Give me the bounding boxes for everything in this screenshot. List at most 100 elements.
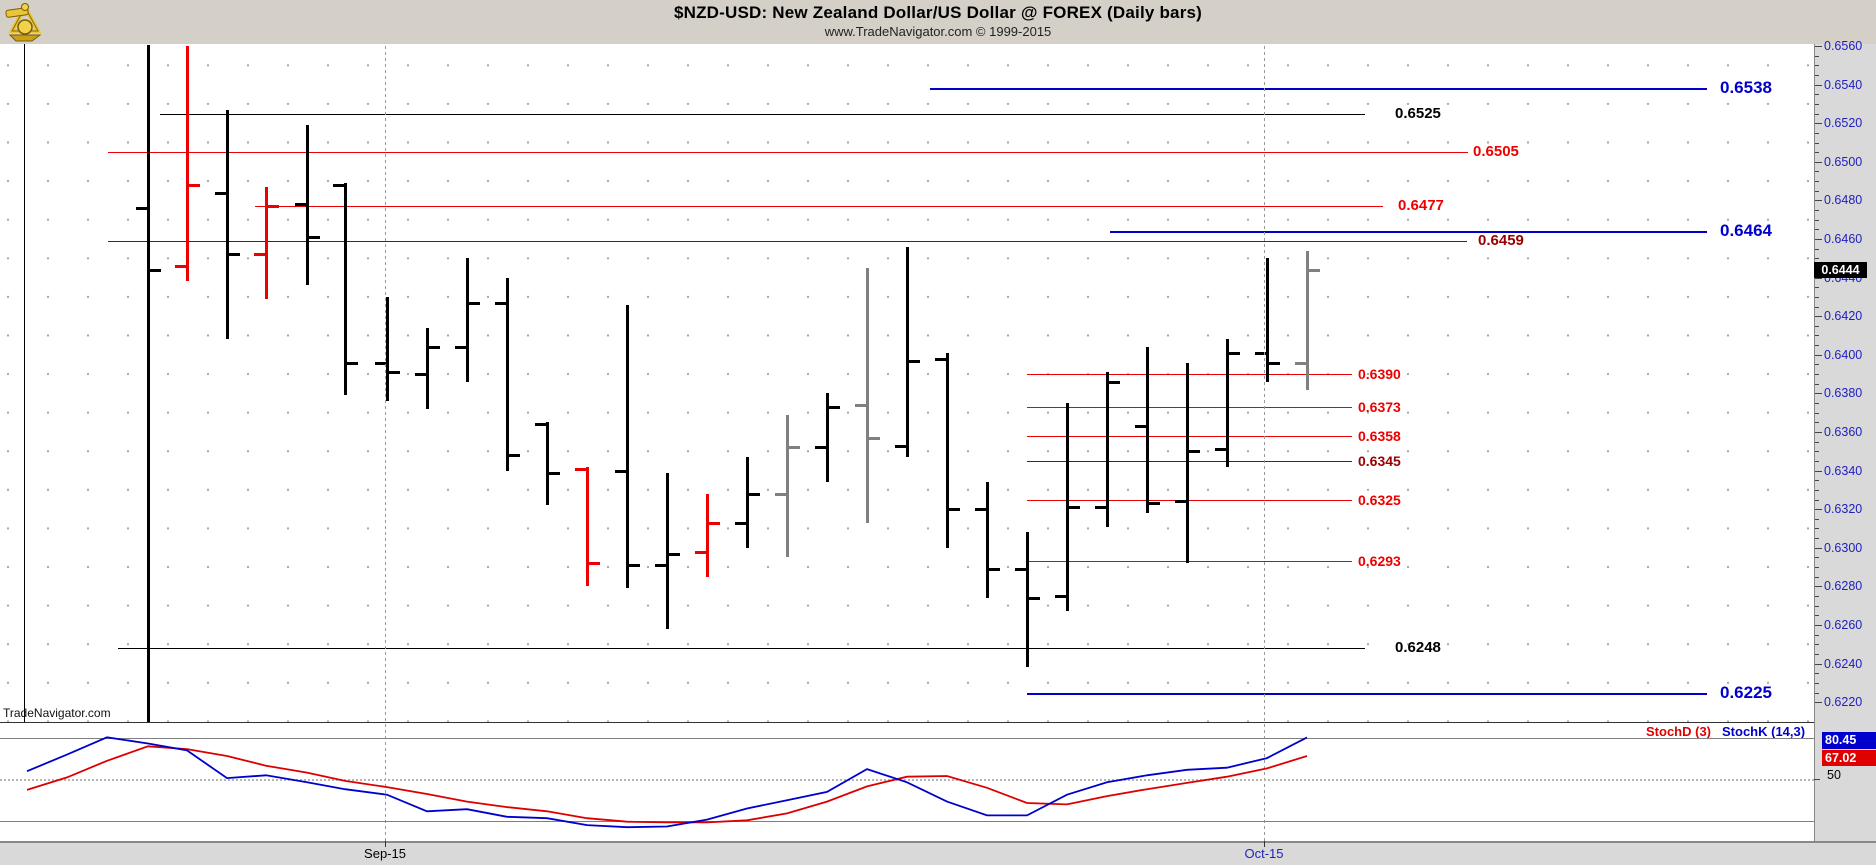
price-axis-minor-tick	[1815, 56, 1819, 57]
price-axis-minor-tick	[1815, 297, 1819, 298]
stochd-value-box: 67.02	[1822, 750, 1876, 766]
ohlc-bar	[906, 247, 909, 457]
ohlc-open-tick	[375, 362, 387, 365]
ohlc-close-tick	[948, 508, 960, 511]
price-axis-minor-tick	[1815, 171, 1819, 172]
date-label: Sep-15	[364, 846, 406, 861]
price-axis-minor-tick	[1815, 480, 1819, 481]
price-axis-minor-tick	[1815, 258, 1819, 259]
ohlc-open-tick	[775, 493, 787, 496]
ohlc-close-tick	[708, 522, 720, 525]
price-axis-minor-tick	[1815, 114, 1819, 115]
stoch-level-20	[0, 821, 1814, 822]
level-label: 0.6293	[1358, 553, 1401, 569]
chart-header: $NZD-USD: New Zealand Dollar/US Dollar @…	[0, 0, 1876, 44]
price-axis-minor-tick	[1815, 374, 1819, 375]
ohlc-close-tick	[628, 564, 640, 567]
ohlc-close-tick	[188, 184, 200, 187]
price-axis-minor-tick	[1815, 442, 1819, 443]
ohlc-bar	[946, 353, 949, 548]
level-line-0.6505	[108, 152, 1468, 153]
level-line-0.6464	[1110, 231, 1707, 233]
date-axis[interactable]	[0, 841, 1876, 865]
price-axis-tick	[1815, 702, 1822, 703]
price-axis-minor-tick	[1815, 143, 1819, 144]
ohlc-bar	[1066, 403, 1069, 611]
price-axis-minor-tick	[1815, 519, 1819, 520]
ohlc-close-tick	[508, 454, 520, 457]
price-axis-label: 0.6360	[1824, 425, 1863, 439]
ohlc-open-tick	[1135, 425, 1147, 428]
last-price-box: 0.6444	[1814, 262, 1867, 278]
ohlc-close-tick	[388, 371, 400, 374]
ohlc-close-tick	[828, 406, 840, 409]
price-axis-minor-tick	[1815, 461, 1819, 462]
ohlc-open-tick	[175, 265, 187, 268]
price-axis-minor-tick	[1815, 316, 1819, 317]
ohlc-bar	[265, 187, 268, 299]
level-label: 0.6505	[1473, 143, 1519, 160]
ohlc-open-tick	[695, 551, 707, 554]
level-label: 0.6459	[1478, 232, 1524, 249]
price-axis-minor-tick	[1815, 229, 1819, 230]
ohlc-close-tick	[308, 236, 320, 239]
ohlc-bar	[306, 125, 309, 285]
ohlc-close-tick	[468, 302, 480, 305]
ohlc-open-tick	[1255, 352, 1267, 355]
price-axis-label: 0.6520	[1824, 116, 1863, 130]
price-axis-minor-tick	[1815, 586, 1819, 587]
plot-left-border	[24, 44, 25, 723]
price-axis-minor-tick	[1815, 287, 1819, 288]
price-axis-label: 0.6280	[1824, 579, 1863, 593]
price-axis-minor-tick	[1815, 335, 1819, 336]
price-axis-minor-tick	[1815, 683, 1819, 684]
price-axis-minor-tick	[1815, 181, 1819, 182]
price-axis-label: 0.6220	[1824, 695, 1863, 709]
price-axis-label: 0.6380	[1824, 386, 1863, 400]
price-axis[interactable]: 0.6560 0.6540 0.6520 0.6500 0.6480 0.6460 0.64…	[1814, 39, 1876, 841]
ohlc-open-tick	[455, 346, 467, 349]
price-axis-label: 0.6340	[1824, 464, 1863, 478]
ohlc-open-tick	[1295, 362, 1307, 365]
ohlc-close-tick	[868, 437, 880, 440]
ohlc-bar	[226, 110, 229, 339]
ohlc-open-tick	[333, 184, 345, 187]
price-axis-minor-tick	[1815, 528, 1819, 529]
price-axis-minor-tick	[1815, 384, 1819, 385]
ohlc-bar	[986, 482, 989, 598]
price-axis-minor-tick	[1815, 65, 1819, 66]
price-axis-minor-tick	[1815, 471, 1819, 472]
stochd-legend-label[interactable]: StochD (3)	[1646, 724, 1711, 739]
price-axis-minor-tick	[1815, 615, 1819, 616]
price-axis-minor-tick	[1815, 403, 1819, 404]
price-axis-minor-tick	[1815, 46, 1819, 47]
ohlc-close-tick	[1228, 352, 1240, 355]
price-axis-minor-tick	[1815, 625, 1819, 626]
ohlc-close-tick	[988, 568, 1000, 571]
tradenavigator-logo-icon[interactable]	[2, 1, 48, 43]
level-label: 0.6464	[1720, 221, 1772, 240]
ohlc-bar	[666, 473, 669, 629]
price-axis-minor-tick	[1815, 509, 1819, 510]
ohlc-bar	[186, 46, 189, 281]
price-axis-minor-tick	[1815, 664, 1819, 665]
price-axis-minor-tick	[1815, 326, 1819, 327]
price-axis-minor-tick	[1815, 162, 1819, 163]
level-label: 0.6373	[1358, 399, 1401, 415]
level-label: 0.6358	[1358, 428, 1401, 444]
price-axis-minor-tick	[1815, 635, 1819, 636]
price-axis-minor-tick	[1815, 693, 1819, 694]
ohlc-bar	[506, 278, 509, 471]
price-axis-minor-tick	[1815, 422, 1819, 423]
ohlc-bar	[826, 393, 829, 482]
ohlc-close-tick	[1068, 506, 1080, 509]
price-axis-minor-tick	[1815, 596, 1819, 597]
price-axis-label: 0.6240	[1824, 657, 1863, 671]
ohlc-close-tick	[1308, 269, 1320, 272]
price-axis-minor-tick	[1815, 104, 1819, 105]
level-line-0.6345	[1027, 461, 1352, 462]
ohlc-bar	[147, 45, 150, 722]
chart-subtitle: www.TradeNavigator.com © 1999-2015	[824, 24, 1052, 39]
stochk-legend-label[interactable]: StochK (14,3)	[1722, 724, 1806, 739]
price-axis-minor-tick	[1815, 567, 1819, 568]
